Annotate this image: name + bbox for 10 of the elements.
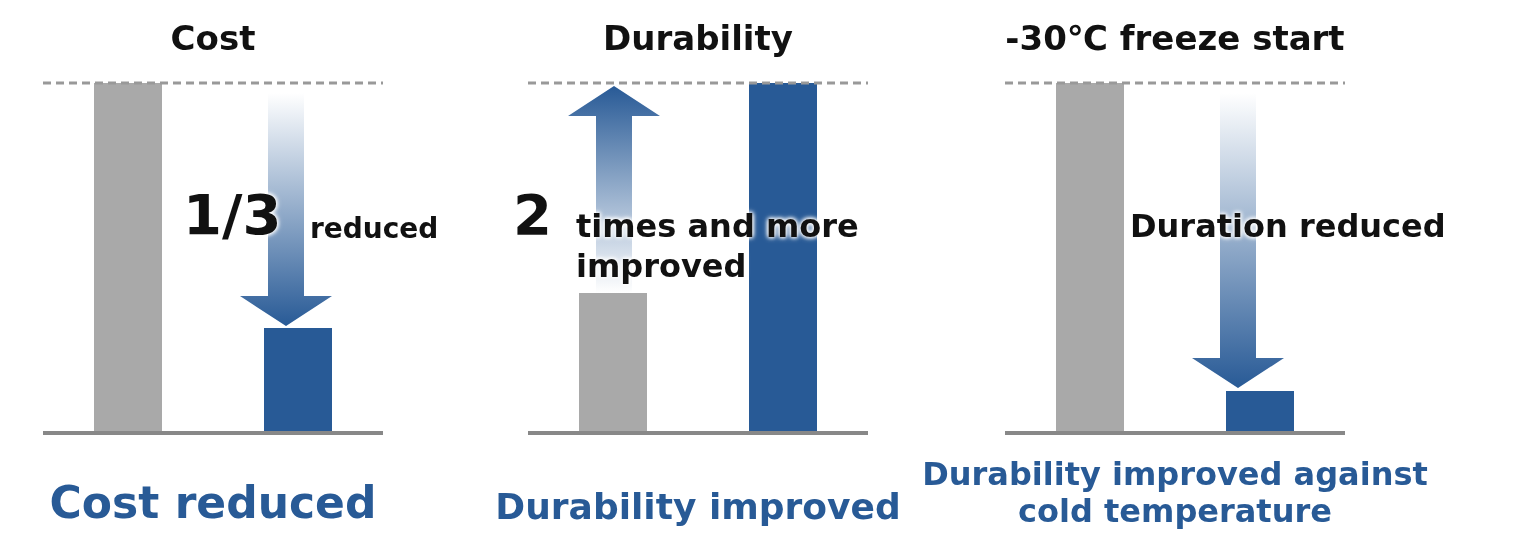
chart-title: Cost xyxy=(169,18,257,58)
annotation: reduced xyxy=(310,211,440,246)
annotation: Duration reduced xyxy=(1130,206,1447,246)
chart-title: Durability xyxy=(602,18,794,58)
x-axis-title: Durability improved against cold temperature xyxy=(921,455,1429,530)
x-axis-title: Durability improved xyxy=(495,486,901,527)
chart-title: -30℃ freeze start xyxy=(1004,18,1346,58)
x-axis-title: Cost reduced xyxy=(48,477,378,529)
annotation: 1/3 xyxy=(183,181,283,249)
annotation: 2 xyxy=(513,181,553,249)
